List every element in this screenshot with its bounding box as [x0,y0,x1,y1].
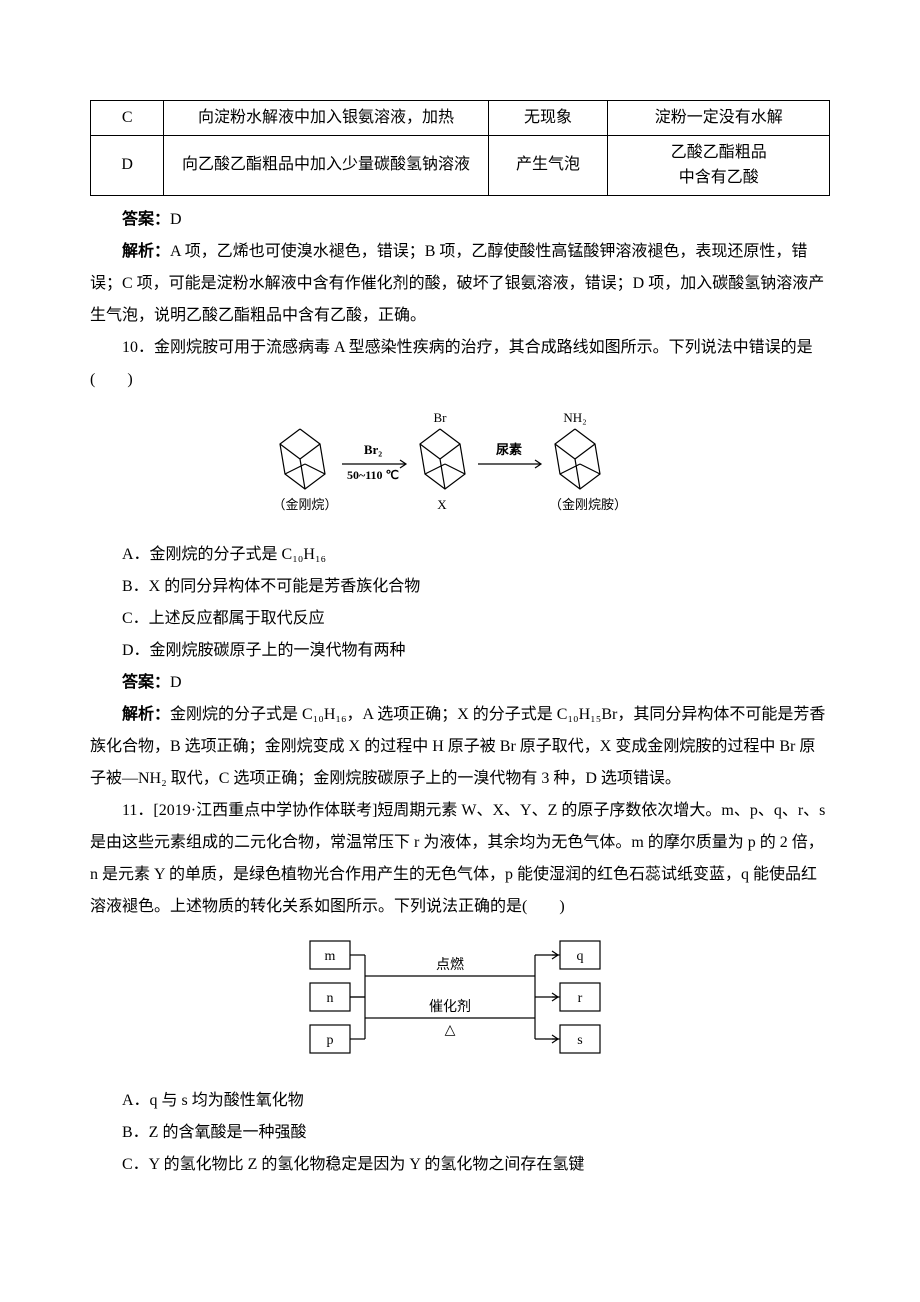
answer-value: D [170,674,182,691]
cell-conclusion: 乙酸乙酯粗品 中含有乙酸 [608,135,830,195]
box-r: r [578,991,583,1006]
answer-value: D [170,211,182,228]
cell-phenomenon: 产生气泡 [488,135,608,195]
answer-label: 答案： [122,211,170,228]
q11-opt-B: B．Z 的含氧酸是一种强酸 [90,1117,830,1149]
fig-arrow2-top: 尿素 [496,442,522,457]
analysis-text: 金刚烷的分子式是 C₁₀H₁₆，A 选项正确；X 的分子式是 C₁₀H₁₅Br，… [90,706,825,787]
fig-caption-right: （金刚烷胺） [549,497,627,512]
q10-opt-D: D．金刚烷胺碳原子上的一溴代物有两种 [90,635,830,667]
q10-figure: （金刚烷） Br₂ 50~110 ℃ Br X 尿素 [90,404,830,531]
fig-arrow1-bottom: 50~110 ℃ [347,468,399,482]
fig-mid-top: Br [434,410,448,425]
q11-stem: 11．[2019·江西重点中学协作体联考]短周期元素 W、X、Y、Z 的原子序数… [90,795,830,923]
box-q: q [577,949,584,964]
box-n: n [327,991,334,1006]
fig-caption-left: （金刚烷） [272,497,337,512]
box-m: m [325,949,336,964]
q10-svg: （金刚烷） Br₂ 50~110 ℃ Br X 尿素 [250,404,670,524]
analysis-text: A 项，乙烯也可使溴水褪色，错误；B 项，乙醇使酸性高锰酸钾溶液褪色，表现还原性… [90,243,824,324]
q11-opt-A: A．q 与 s 均为酸性氧化物 [90,1085,830,1117]
cell-conclusion-line1: 乙酸乙酯粗品 [671,144,767,161]
arrow-bottom-label2: △ [445,1023,456,1038]
experiment-table: C 向淀粉水解液中加入银氨溶液，加热 无现象 淀粉一定没有水解 D 向乙酸乙酯粗… [90,100,830,196]
box-s: s [577,1033,582,1048]
q10-stem: 10．金刚烷胺可用于流感病毒 A 型感染性疾病的治疗，其合成路线如图所示。下列说… [90,332,830,396]
q9-answer: 答案：D [90,204,830,236]
q11-svg: m n p q r s 点燃 催化剂 △ [300,931,620,1071]
arrow-top-label: 点燃 [436,956,464,973]
answer-label: 答案： [122,674,170,691]
cell-letter: D [91,135,164,195]
cell-conclusion: 淀粉一定没有水解 [608,101,830,136]
cell-desc: 向淀粉水解液中加入银氨溶液，加热 [164,101,488,136]
fig-right-top: NH₂ [563,410,586,425]
fig-arrow1-top: Br₂ [364,442,382,457]
document-page: C 向淀粉水解液中加入银氨溶液，加热 无现象 淀粉一定没有水解 D 向乙酸乙酯粗… [0,0,920,1241]
q11-opt-C: C．Y 的氢化物比 Z 的氢化物稳定是因为 Y 的氢化物之间存在氢键 [90,1149,830,1181]
table-row: D 向乙酸乙酯粗品中加入少量碳酸氢钠溶液 产生气泡 乙酸乙酯粗品 中含有乙酸 [91,135,830,195]
q10-opt-A: A．金刚烷的分子式是 C₁₀H₁₆ [90,539,830,571]
q10-opt-B: B．X 的同分异构体不可能是芳香族化合物 [90,571,830,603]
cell-conclusion-line2: 中含有乙酸 [679,169,759,186]
arrow-bottom-label1: 催化剂 [429,999,471,1015]
cell-phenomenon: 无现象 [488,101,608,136]
table-row: C 向淀粉水解液中加入银氨溶液，加热 无现象 淀粉一定没有水解 [91,101,830,136]
q9-analysis: 解析：A 项，乙烯也可使溴水褪色，错误；B 项，乙醇使酸性高锰酸钾溶液褪色，表现… [90,236,830,332]
q10-analysis: 解析：金刚烷的分子式是 C₁₀H₁₆，A 选项正确；X 的分子式是 C₁₀H₁₅… [90,699,830,795]
analysis-label: 解析： [122,243,170,260]
q10-opt-C: C．上述反应都属于取代反应 [90,603,830,635]
cell-letter: C [91,101,164,136]
q11-figure: m n p q r s 点燃 催化剂 △ [90,931,830,1078]
box-p: p [327,1033,334,1048]
fig-caption-mid: X [437,497,447,512]
cell-desc: 向乙酸乙酯粗品中加入少量碳酸氢钠溶液 [164,135,488,195]
q10-answer: 答案：D [90,667,830,699]
analysis-label: 解析： [122,706,170,723]
